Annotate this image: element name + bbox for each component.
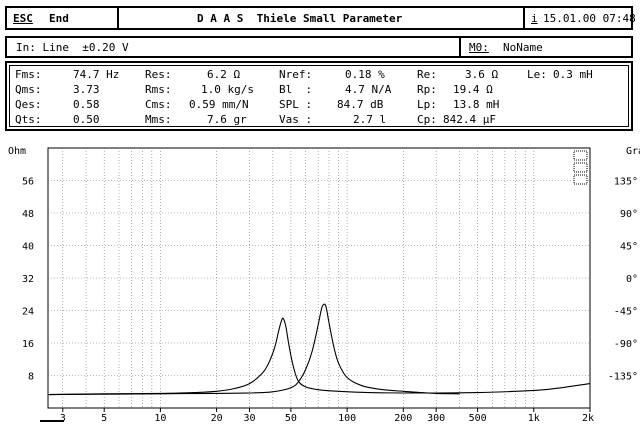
fms-value: 74.7 Hz — [73, 68, 120, 81]
fms-label: Fms: — [15, 68, 42, 81]
divider — [117, 8, 119, 28]
parameter-panel: Fms: 74.7 Hz Qms: 3.73 Qes: 0.58 Qts: 0.… — [5, 61, 633, 131]
le-label: Le: — [527, 68, 547, 81]
divider — [523, 8, 525, 28]
memory-key[interactable]: M0: — [469, 41, 489, 54]
impedance-chart: Ohm 56 48 40 32 24 16 8 Grad 135° 90° 45° 0° -45° -90°… — [8, 146, 640, 422]
y-tick-label: 16 — [22, 339, 34, 350]
chart-grid — [48, 148, 590, 408]
top-bar: ESC End D A A S Thiele Small Parameter i… — [5, 6, 636, 30]
res-label: Res: — [145, 68, 172, 81]
app-title: D A A S Thiele Small Parameter — [197, 12, 403, 25]
bl-value: 4.7 N/A — [345, 83, 392, 96]
y2-tick-label: -45° — [614, 307, 638, 318]
x-tick-label: 2k — [582, 413, 594, 422]
x-tick-label: 1k — [528, 413, 540, 422]
qes-value: 0.58 — [73, 98, 100, 111]
rp-value: 19.4 Ω — [453, 83, 493, 96]
y2-tick-label: 0° — [626, 274, 638, 285]
rp-label: Rp: — [417, 83, 437, 96]
x-tick-label: 100 — [338, 413, 356, 422]
scroll-handle-icon[interactable] — [573, 150, 588, 161]
y-tick-label: 56 — [22, 177, 34, 188]
vas-value: 2.7 l — [353, 113, 387, 126]
cms-value: 0.59 mm/N — [189, 98, 249, 111]
x-tick-label: 30 — [243, 413, 255, 422]
y2-tick-label: 45° — [620, 242, 638, 253]
chart-ticks: Ohm 56 48 40 32 24 16 8 Grad 135° 90° 45° 0° -45° -90°… — [8, 146, 640, 422]
cms-label: Cms: — [145, 98, 172, 111]
vas-label: Vas : — [279, 113, 313, 126]
nref-label: Nref: — [279, 68, 313, 81]
x-tick-label: 10 — [154, 413, 166, 422]
mms-value: 7.6 gr — [207, 113, 247, 126]
info-key[interactable]: i — [531, 12, 538, 25]
y-tick-label: 8 — [28, 372, 34, 383]
x-tick-label: 500 — [469, 413, 487, 422]
bl-label: Bl : — [279, 83, 313, 96]
rms-value: 1.0 kg/s — [201, 83, 254, 96]
y2-tick-label: 135° — [614, 177, 638, 188]
x-tick-label: 50 — [285, 413, 297, 422]
scroll-handle-icon[interactable] — [573, 162, 588, 173]
input-level[interactable]: In: Line ±0.20 V — [16, 41, 129, 54]
x-tick-label: 3 — [60, 413, 66, 422]
y2-tick-label: -90° — [614, 339, 638, 350]
rms-label: Rms: — [145, 83, 172, 96]
end-label[interactable]: End — [49, 12, 69, 25]
y2-tick-label: 90° — [620, 209, 638, 220]
y2-tick-label: -135° — [608, 372, 638, 383]
qts-value: 0.50 — [73, 113, 100, 126]
scroll-handle-icon[interactable] — [573, 174, 588, 185]
y-axis-unit: Ohm — [8, 146, 26, 157]
y-tick-label: 48 — [22, 209, 34, 220]
datetime: 15.01.00 07:48 — [543, 12, 636, 25]
x-tick-label: 300 — [427, 413, 445, 422]
qms-value: 3.73 — [73, 83, 100, 96]
y-tick-label: 24 — [22, 307, 34, 318]
lp-value: 13.8 mH — [453, 98, 500, 111]
lp-label: Lp: — [417, 98, 437, 111]
re-label: Re: — [417, 68, 437, 81]
y-tick-label: 32 — [22, 274, 34, 285]
qts-label: Qts: — [15, 113, 42, 126]
res-value: 6.2 Ω — [207, 68, 241, 81]
chart-curves — [47, 303, 591, 396]
nref-value: 0.18 % — [345, 68, 385, 81]
y2-axis-unit: Grad — [626, 146, 640, 157]
re-value: 3.6 Ω — [465, 68, 499, 81]
x-tick-label: 200 — [394, 413, 412, 422]
impedance-curve-2 — [47, 303, 460, 396]
qms-label: Qms: — [15, 83, 42, 96]
esc-key[interactable]: ESC — [13, 12, 33, 25]
x-tick-label: 5 — [101, 413, 107, 422]
memory-name: NoName — [503, 41, 543, 54]
divider — [459, 38, 461, 56]
cp-label: Cp: — [417, 113, 437, 126]
y-tick-label: 40 — [22, 242, 34, 253]
qes-label: Qes: — [15, 98, 42, 111]
cp-value: 842.4 µF — [443, 113, 496, 126]
mms-label: Mms: — [145, 113, 172, 126]
input-bar: In: Line ±0.20 V M0: NoName — [5, 36, 633, 58]
x-tick-label: 20 — [211, 413, 223, 422]
spl-value: 84.7 dB — [337, 98, 384, 111]
spl-label: SPL : — [279, 98, 313, 111]
le-value: 0.3 mH — [553, 68, 593, 81]
